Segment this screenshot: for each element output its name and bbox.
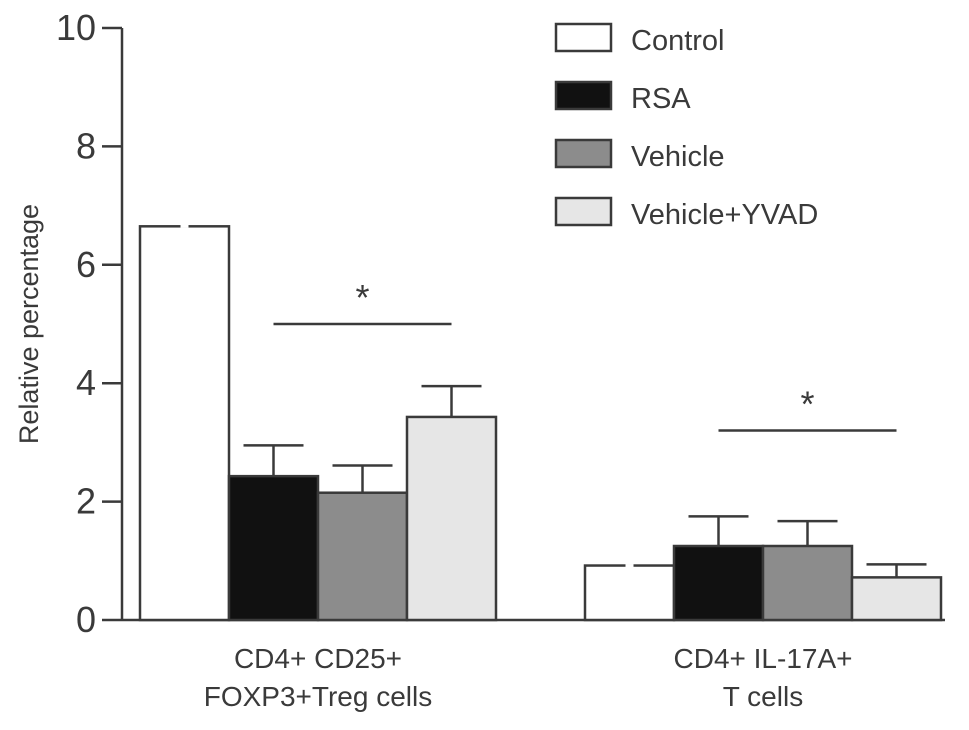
bar-control [583,564,676,622]
legend-label: RSA [631,83,691,115]
legend-label: Control [631,25,725,57]
y-tick-label: 4 [76,362,96,403]
bar-vehicle-yvad [850,576,943,622]
legend-label: Vehicle [631,141,725,173]
y-tick-label: 0 [76,599,96,640]
x-category-label: CD4+ CD25+ [234,643,402,674]
significance-star: * [800,384,814,425]
legend-swatch [554,196,613,227]
bar-rsa [672,544,765,622]
legend-swatch [554,80,613,111]
x-category-label: CD4+ IL-17A+ [674,643,853,674]
legend-swatch [554,22,613,53]
bars [138,224,943,622]
x-category-label: T cells [723,681,803,712]
y-tick-label: 2 [76,481,96,522]
legend-swatch [554,138,613,169]
legend-label: Vehicle+YVAD [631,199,818,231]
bar-vehicle-yvad [405,415,498,622]
y-tick-label: 8 [76,125,96,166]
y-tick-label: 10 [56,7,96,48]
bar-rsa [227,474,320,622]
axes: 0 2 4 6 8 10 Relative percentage CD4+ CD25+ FOXP… [14,7,945,712]
annotations: ** [273,277,897,432]
legend: Control RSA Vehicle Vehicle+YVAD [554,22,818,231]
x-category-label: FOXP3+Treg cells [204,681,432,712]
y-tick-label: 6 [76,244,96,285]
bar-vehicle [316,491,409,622]
bar-control [138,225,231,622]
y-axis-label: Relative percentage [14,204,44,444]
significance-star: * [355,277,369,318]
bar-vehicle [761,544,854,622]
